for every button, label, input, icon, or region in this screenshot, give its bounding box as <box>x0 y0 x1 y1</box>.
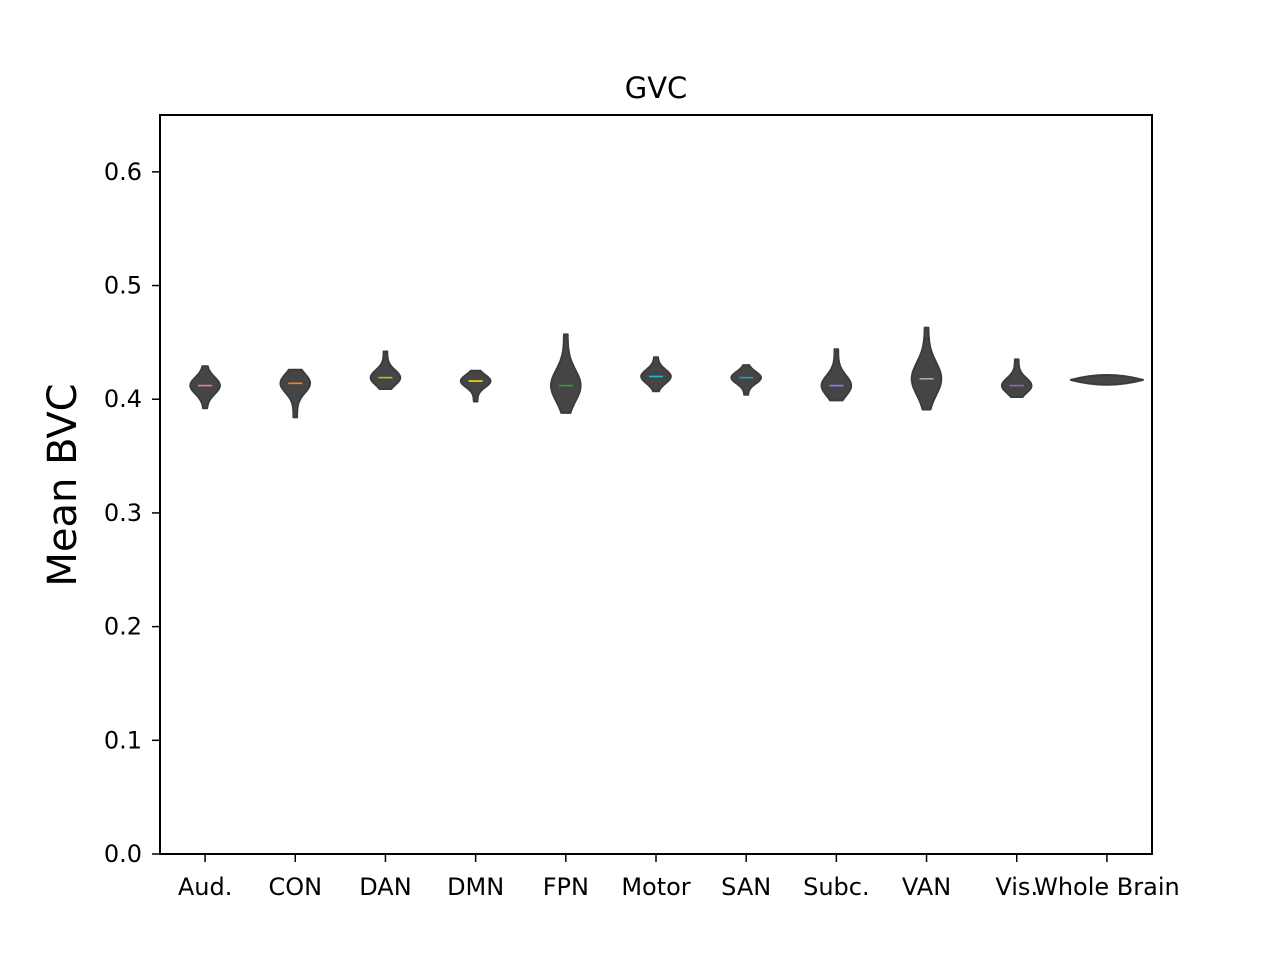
violin-body <box>640 356 672 393</box>
plot-frame <box>159 114 1153 855</box>
violin-body <box>189 365 221 410</box>
y-axis-label: Mean BVC <box>40 383 86 586</box>
violin-body <box>730 364 762 396</box>
x-tick-label: DMN <box>447 873 504 901</box>
y-tick-label: 0.1 <box>104 726 142 754</box>
x-tick-label: FPN <box>543 873 589 901</box>
y-tick-label: 0.4 <box>104 385 142 413</box>
y-tick-label: 0.3 <box>104 499 142 527</box>
x-tick-label: Whole Brain <box>1034 873 1180 901</box>
violin-body <box>550 333 582 414</box>
x-tick-label: Subc. <box>803 873 870 901</box>
y-tick-label: 0.2 <box>104 613 142 641</box>
y-tick-label: 0.5 <box>104 272 142 300</box>
violin-body <box>910 326 943 411</box>
violin-body <box>279 368 312 419</box>
x-tick-label: SAN <box>721 873 771 901</box>
violins-group <box>189 326 1144 419</box>
x-axis: Aud. CON DAN DMN FPN Motor SAN Subc. VAN Vis.Whol… <box>178 854 1180 901</box>
x-tick-label: CON <box>268 873 322 901</box>
x-tick-label: VAN <box>902 873 951 901</box>
violin-body <box>369 350 402 390</box>
chart-title: GVC <box>625 71 688 105</box>
y-tick-label: 0.6 <box>104 158 142 186</box>
violin-body <box>1069 374 1144 386</box>
y-tick-label: 0.0 <box>104 840 142 868</box>
x-tick-label: Aud. <box>178 873 233 901</box>
y-axis: 0.0 0.1 0.2 0.3 0.4 0.5 0.6 <box>104 158 160 868</box>
violin-body <box>1000 358 1033 398</box>
x-tick-label: Vis. <box>995 873 1038 901</box>
x-tick-label: DAN <box>359 873 411 901</box>
x-tick-label: Motor <box>621 873 690 901</box>
violin-body <box>820 348 853 402</box>
violin-body <box>459 369 492 403</box>
